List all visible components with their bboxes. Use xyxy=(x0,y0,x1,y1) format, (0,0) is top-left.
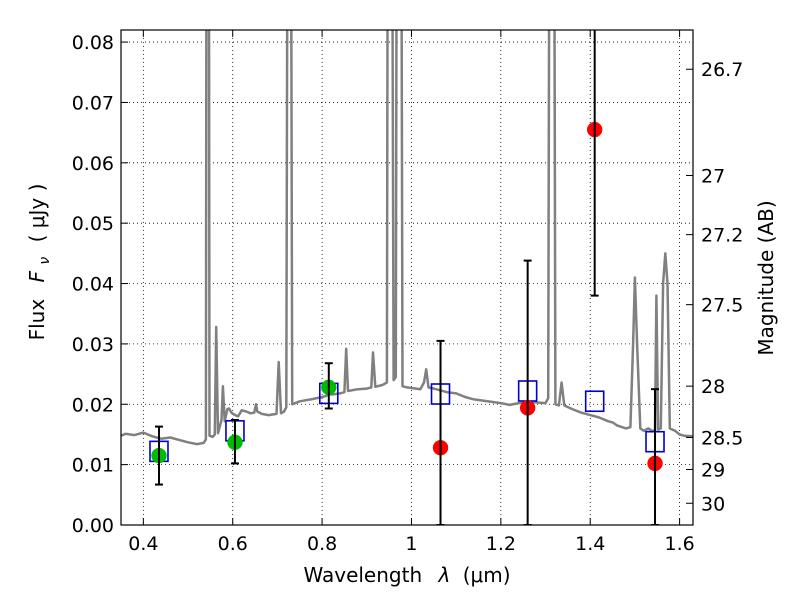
y-tick-label: 0.06 xyxy=(72,153,114,175)
y-tick-label: 0.04 xyxy=(72,274,114,296)
right-tick-label: 28 xyxy=(701,376,725,398)
x-axis-label: Wavelength λ (μm) xyxy=(303,563,510,587)
y-axis-label-subscript: ν xyxy=(37,257,53,265)
y-tick-label: 0.00 xyxy=(72,515,114,537)
y-tick-label: 0.03 xyxy=(72,334,114,356)
y-tick-label: 0.02 xyxy=(72,394,114,416)
x-tick-label: 1.4 xyxy=(575,533,605,555)
y-axis-label-main: Flux xyxy=(25,299,49,341)
plot-frame xyxy=(120,29,694,526)
model-band-marker xyxy=(584,390,605,413)
y-axis-label-unit: ( μJy ) xyxy=(25,184,49,243)
x-tick-label: 0.6 xyxy=(218,533,248,555)
x-axis-label-main: Wavelength xyxy=(303,563,422,587)
right-tick-label: 27.5 xyxy=(701,295,743,317)
x-tick-label: 1 xyxy=(405,533,417,555)
right-tick-label: 28.5 xyxy=(701,427,743,449)
x-tick-label: 1.2 xyxy=(486,533,516,555)
y-tick-label: 0.01 xyxy=(72,455,114,477)
y-tick-label: 0.08 xyxy=(72,32,114,54)
y-tick-label: 0.05 xyxy=(72,213,114,235)
y-tick-label: 0.07 xyxy=(72,92,114,114)
x-tick-label: 0.8 xyxy=(307,533,337,555)
x-axis-label-unit: (μm) xyxy=(463,563,511,587)
right-axis-label: Magnitude (AB) xyxy=(754,200,778,355)
error-bars xyxy=(154,30,660,525)
x-tick-label: 1.6 xyxy=(664,533,694,555)
y-axis-label: Flux F ν ( μJy ) xyxy=(25,184,54,341)
right-tick-label: 27.2 xyxy=(701,225,743,247)
x-tick-label: 0.4 xyxy=(128,533,158,555)
right-tick-label: 30 xyxy=(701,493,725,515)
right-tick-label: 29 xyxy=(701,459,725,481)
spectrum-line xyxy=(121,30,693,446)
plot-background xyxy=(121,30,693,525)
right-tick-label: 27 xyxy=(701,165,725,187)
x-axis-label-symbol: λ xyxy=(438,563,451,587)
axis-ticks: 0.4 0.6 0.8 1 1.2 1.4 1.6 0.00 0.01 0.02 0.03 0.04 0… xyxy=(72,30,743,555)
y-axis-label-symbol: F xyxy=(25,270,49,282)
right-tick-label: 26.7 xyxy=(701,59,743,81)
